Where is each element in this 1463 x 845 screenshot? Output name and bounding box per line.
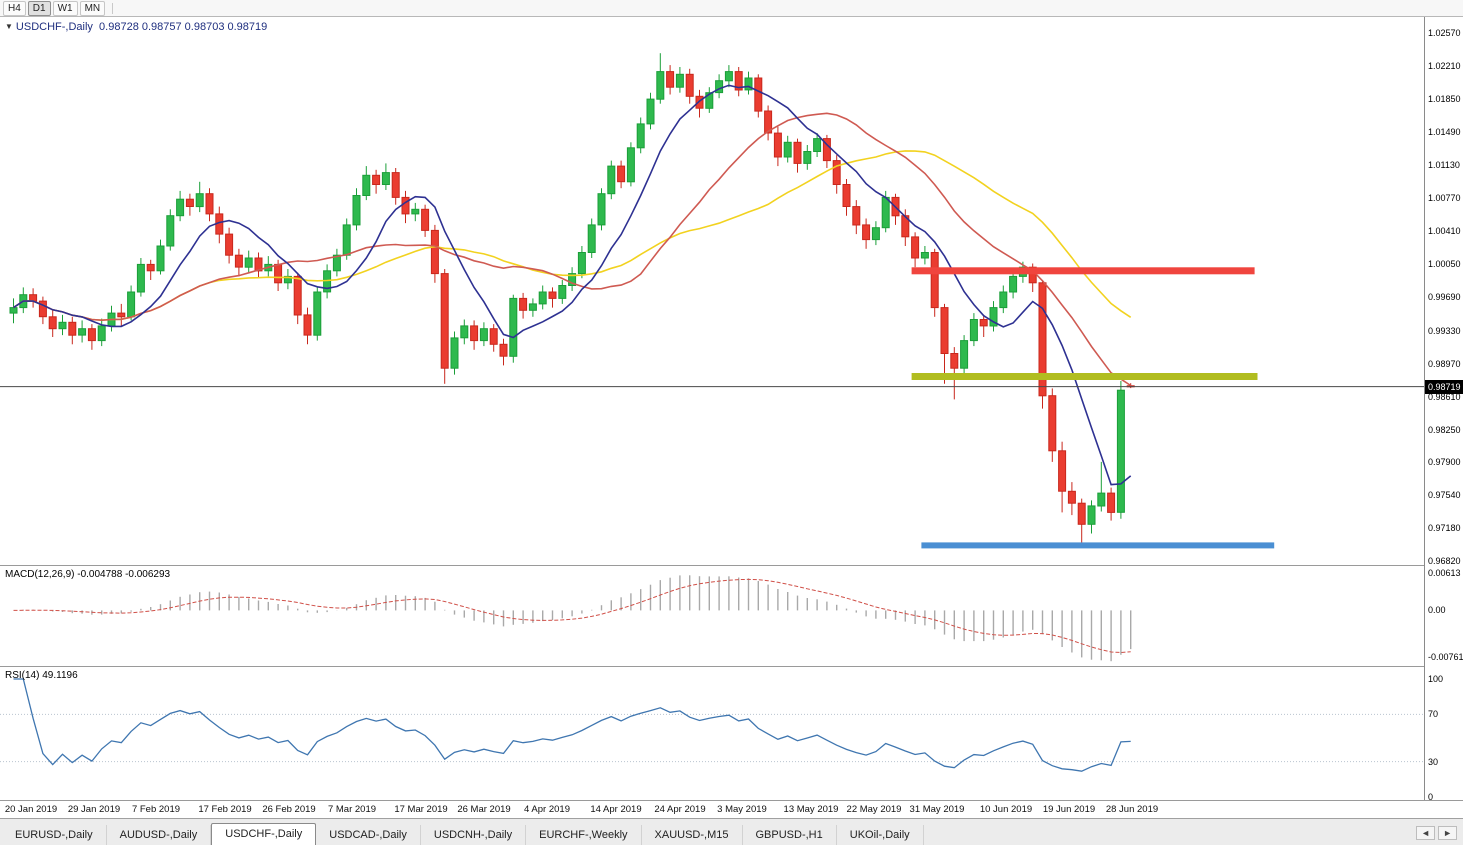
chart-window: 20 Jan 2019 29 Jan 2019 7 Feb 2019 17 Feb 2…	[0, 17, 1463, 818]
rsi-axis-label: 30	[1428, 757, 1439, 767]
symbol-tab-audusd[interactable]: AUDUSD-,Daily	[107, 825, 212, 845]
date-axis-label: 10 Jun 2019	[979, 804, 1033, 815]
rsi-line	[13, 678, 1131, 772]
timeframe-button-w1[interactable]: W1	[52, 0, 78, 16]
date-axis-label: 17 Mar 2019	[394, 804, 448, 815]
date-axis-label: 7 Mar 2019	[327, 804, 377, 815]
price-axis-label: 1.00770	[1428, 193, 1461, 203]
date-axis-label: 24 Apr 2019	[654, 804, 706, 815]
price-axis-label: 1.01490	[1428, 127, 1461, 137]
ma-fast-line[interactable]	[13, 84, 1132, 486]
symbol-tab-xauusd[interactable]: XAUUSD-,M15	[642, 825, 743, 845]
date-axis-label: 26 Feb 2019	[262, 804, 316, 815]
date-axis-label: 20 Jan 2019	[4, 804, 58, 815]
chart-tabs: EURUSD-,Daily AUDUSD-,Daily USDCHF-,Daily U…	[2, 823, 924, 845]
date-axis-label: 4 Apr 2019	[524, 804, 570, 815]
macd-axis-label: 0.00613	[1428, 568, 1461, 578]
rsi-indicator-pane[interactable]	[0, 667, 1424, 800]
date-axis-label: 3 May 2019	[717, 804, 767, 815]
price-axis-label: 0.97900	[1428, 457, 1461, 467]
current-price-badge: 0.98719	[1425, 380, 1463, 394]
chart-ohlc-readout: 0.98728 0.98757 0.98703 0.98719	[99, 21, 268, 33]
price-axis-label: 1.01130	[1428, 160, 1460, 170]
date-axis-label: 7 Feb 2019	[131, 804, 181, 815]
macd-histogram	[22, 575, 1132, 662]
symbol-tab-gbpusd[interactable]: GBPUSD-,H1	[743, 825, 837, 845]
toolbar-separator	[112, 2, 114, 14]
pane-separator[interactable]	[0, 565, 1463, 566]
price-axis[interactable]: 0.98719 1.02570 1.02210 1.01850 1.01490 1.01…	[1424, 17, 1463, 802]
pane-separator[interactable]	[0, 666, 1463, 667]
price-axis-label: 0.96820	[1428, 556, 1461, 566]
date-axis-label: 13 May 2019	[783, 804, 839, 815]
tabs-scroll-buttons: ◄ ►	[1416, 826, 1463, 845]
ma-mid-line[interactable]	[13, 112, 1132, 387]
date-axis-label: 19 Jun 2019	[1042, 804, 1096, 815]
tabs-scroll-right-button[interactable]: ►	[1438, 826, 1457, 840]
support-line-blue[interactable]	[921, 542, 1275, 549]
current-price-value: 0.98719	[1428, 382, 1461, 392]
symbol-tab-usdcad[interactable]: USDCAD-,Daily	[316, 825, 421, 845]
timeframe-button-mn[interactable]: MN	[79, 0, 106, 16]
symbol-tab-usdcnh[interactable]: USDCNH-,Daily	[421, 825, 527, 845]
mid-line-olive[interactable]	[911, 373, 1258, 380]
rsi-axis-label: 70	[1428, 709, 1439, 719]
rsi-axis-label: 0	[1428, 792, 1434, 802]
top-toolbar: H4 D1 W1 MN	[0, 0, 1463, 17]
price-axis-label: 1.02210	[1428, 61, 1461, 71]
macd-indicator-pane[interactable]	[0, 566, 1424, 666]
date-axis-label: 22 May 2019	[846, 804, 902, 815]
price-axis-label: 0.99330	[1428, 326, 1461, 336]
pane-separator	[0, 800, 1463, 801]
resistance-line-red[interactable]	[911, 267, 1255, 275]
symbol-tab-ukoil[interactable]: UKOil-,Daily	[837, 825, 924, 845]
chart-tabs-bar: EURUSD-,Daily AUDUSD-,Daily USDCHF-,Daily U…	[0, 818, 1463, 845]
price-axis-label: 1.01850	[1428, 94, 1461, 104]
price-axis-label: 1.02570	[1428, 28, 1461, 38]
rsi-axis-label: 100	[1428, 674, 1444, 684]
timeframe-button-d1[interactable]: D1	[27, 0, 51, 16]
timeframe-button-h4[interactable]: H4	[3, 0, 26, 16]
macd-signal-line	[13, 578, 1131, 654]
chart-title: ▼ USDCHF-,Daily 0.98728 0.98757 0.98703 0…	[5, 21, 267, 33]
price-axis-label: 0.97540	[1428, 490, 1461, 500]
price-axis-label: 0.98250	[1428, 425, 1461, 435]
price-axis-label: 0.98970	[1428, 359, 1461, 369]
date-axis-label: 17 Feb 2019	[198, 804, 252, 815]
date-axis-label: 29 Jan 2019	[67, 804, 121, 815]
date-axis-label: 31 May 2019	[909, 804, 965, 815]
date-axis-label: 14 Apr 2019	[590, 804, 642, 815]
candlesticks	[9, 53, 1135, 548]
symbol-tab-eurchf[interactable]: EURCHF-,Weekly	[526, 825, 642, 845]
chart-collapse-icon[interactable]: ▼	[5, 22, 13, 31]
price-axis-label: 0.98610	[1428, 392, 1461, 402]
macd-indicator-label: MACD(12,26,9) -0.004788 -0.006293	[5, 569, 171, 580]
price-axis-label: 1.00410	[1428, 226, 1461, 236]
macd-axis-label: 0.00	[1428, 605, 1446, 615]
time-axis[interactable]: 20 Jan 2019 29 Jan 2019 7 Feb 2019 17 Feb 2…	[0, 801, 1424, 817]
timeframe-button-group: H4 D1 W1 MN	[3, 0, 107, 16]
rsi-indicator-label: RSI(14) 49.1196	[5, 670, 78, 681]
price-axis-label: 0.97180	[1428, 523, 1461, 533]
price-chart-pane[interactable]	[0, 17, 1424, 565]
date-axis-label: 26 Mar 2019	[457, 804, 511, 815]
macd-axis-label: -0.007612	[1428, 652, 1463, 662]
price-axis-label: 0.99690	[1428, 292, 1461, 302]
symbol-tab-eurusd[interactable]: EURUSD-,Daily	[2, 825, 107, 845]
date-axis-label: 28 Jun 2019	[1105, 804, 1159, 815]
symbol-tab-usdchf[interactable]: USDCHF-,Daily	[211, 823, 317, 845]
price-axis-label: 1.00050	[1428, 259, 1461, 269]
chart-symbol-title: USDCHF-,Daily	[15, 21, 93, 33]
tabs-scroll-left-button[interactable]: ◄	[1416, 826, 1436, 840]
